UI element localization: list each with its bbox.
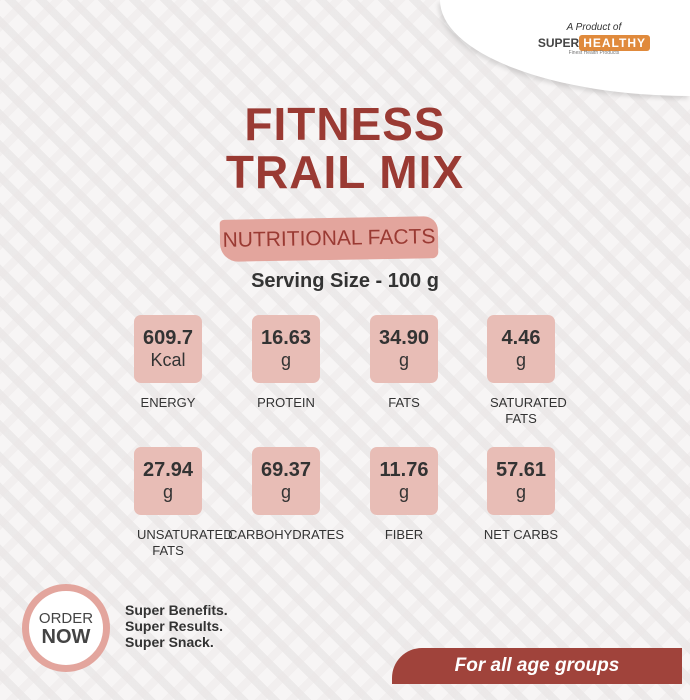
fact-label: FIBER: [384, 527, 424, 542]
product-title: FITNESS TRAIL MIX: [225, 98, 465, 198]
fact-box: 4.46 g: [487, 315, 555, 383]
fact-label: SATURATED FATS: [490, 395, 567, 426]
fact-box: 11.76 g: [370, 447, 438, 515]
fact-unit: Kcal: [150, 350, 186, 370]
age-groups-banner: For all age groups: [392, 648, 682, 684]
fact-box: 609.7 Kcal: [134, 315, 202, 383]
fact-unit: g: [280, 482, 291, 502]
fact-unit: g: [398, 482, 409, 502]
fact-value: 11.76: [379, 459, 429, 481]
fact-value: 69.37: [260, 459, 312, 481]
fact-value: 4.46: [501, 327, 541, 349]
slogan: Super Benefits. Super Results. Super Sna…: [125, 602, 228, 650]
fact-unit: g: [515, 482, 526, 502]
order-now-button[interactable]: ORDER NOW: [22, 584, 110, 672]
fact-label: UNSATURATED FATS: [137, 527, 233, 558]
fact-protein: 16.63 g PROTEIN: [227, 315, 345, 411]
fact-value: 27.94: [142, 459, 194, 481]
fact-value: 609.7: [142, 327, 194, 349]
fact-value: 57.61: [495, 459, 547, 481]
fact-label: FATS: [388, 395, 420, 410]
fact-label: ENERGY: [140, 395, 196, 410]
fact-label: CARBOHYDRATES: [227, 527, 345, 542]
fact-box: 27.94 g: [134, 447, 202, 515]
fact-label: PROTEIN: [257, 395, 315, 410]
fact-label: NET CARBS: [483, 527, 559, 542]
fact-unit: g: [398, 350, 409, 370]
fact-saturated-fats: 4.46 g SATURATED FATS: [462, 315, 580, 427]
fact-energy: 609.7 Kcal ENERGY: [109, 315, 227, 411]
fact-carbohydrates: 69.37 g CARBOHYDRATES: [227, 447, 345, 543]
brand-logo: A Product of SUPER HEALTHY Finest Health …: [538, 22, 650, 56]
nutritional-facts-banner: NUTRITIONAL FACTS: [219, 216, 439, 262]
fact-unit: g: [515, 350, 526, 370]
fact-box: 16.63 g: [252, 315, 320, 383]
fact-net-carbs: 57.61 g NET CARBS: [462, 447, 580, 543]
fact-box: 57.61 g: [487, 447, 555, 515]
fact-box: 69.37 g: [252, 447, 320, 515]
brand-name-1: SUPER: [537, 36, 580, 50]
fact-value: 16.63: [260, 327, 312, 349]
serving-size: Serving Size - 100 g: [251, 270, 439, 292]
brand-tagline: A Product of: [566, 22, 622, 33]
fact-unit: g: [280, 350, 291, 370]
fact-unit: g: [162, 482, 173, 502]
fact-fats: 34.90 g FATS: [345, 315, 463, 411]
brand-subtitle: Finest Health Products: [568, 50, 620, 56]
fact-fiber: 11.76 g FIBER: [345, 447, 463, 543]
fact-box: 34.90 g: [370, 315, 438, 383]
fact-unsaturated-fats: 27.94 g UNSATURATED FATS: [109, 447, 233, 559]
brand-name-2: HEALTHY: [579, 35, 650, 51]
fact-value: 34.90: [378, 327, 430, 349]
